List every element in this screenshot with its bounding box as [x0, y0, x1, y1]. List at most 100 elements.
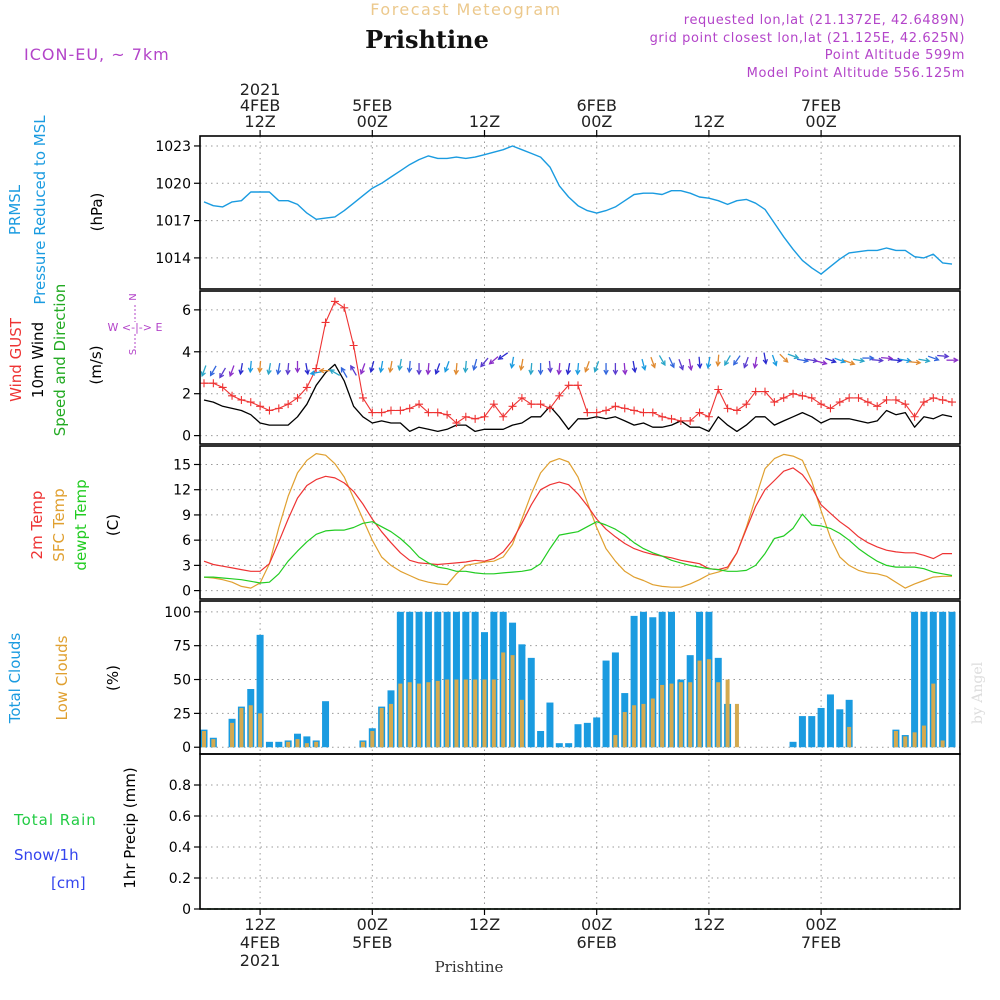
- arrow-head: [219, 372, 225, 379]
- arrow-shaft: [229, 365, 235, 377]
- low-cloud-bar: [482, 679, 487, 748]
- arrow-head: [831, 358, 837, 364]
- y-tick-label: 1023: [155, 139, 191, 155]
- wind-gust-marker: [891, 395, 900, 404]
- low-cloud-bar: [613, 735, 618, 748]
- low-cloud-bar: [389, 703, 393, 748]
- low-cloud-bar: [678, 682, 683, 748]
- wind-gust-marker: [209, 379, 218, 388]
- wind-direction-arrow: [247, 360, 254, 374]
- wind-gust-marker: [667, 414, 676, 423]
- arrow-shaft: [510, 356, 515, 368]
- arrow-shaft: [927, 355, 939, 361]
- arrow-head: [266, 369, 272, 376]
- arrow-head: [705, 363, 712, 370]
- arrow-head: [387, 367, 394, 374]
- wind-gust-marker: [555, 391, 564, 400]
- arrow-head: [434, 369, 440, 375]
- arrow-head: [397, 365, 403, 372]
- arrow-head: [378, 367, 385, 374]
- axis-title: Speed and Direction: [51, 284, 69, 437]
- wind-direction-arrow: [488, 356, 499, 365]
- wind-direction-arrow: [752, 356, 759, 370]
- low-cloud-bar: [912, 732, 917, 748]
- total-cloud-bar: [920, 611, 928, 748]
- wind-direction-arrow: [537, 363, 544, 376]
- wind-gust-marker: [274, 404, 283, 413]
- model-label: ICON-EU, ~ 7km: [24, 45, 170, 64]
- wind-direction-arrow: [733, 355, 741, 366]
- arrow-shaft: [408, 360, 411, 372]
- wind-gust-marker: [779, 393, 788, 402]
- arrow-head: [933, 356, 940, 362]
- arrow-shaft: [277, 363, 281, 375]
- wind-direction-arrow: [294, 360, 301, 374]
- arrow-head: [849, 360, 856, 366]
- low-cloud-bar: [370, 730, 375, 748]
- arrow-shaft: [389, 360, 393, 372]
- wind-gust-marker: [620, 404, 629, 413]
- wind-gust-marker: [293, 393, 302, 402]
- wind-gust-marker: [901, 400, 910, 409]
- time-label-bottom: 7FEB: [801, 933, 841, 952]
- arrow-shaft: [632, 360, 636, 372]
- wind-gust-marker: [405, 404, 414, 413]
- wind-direction-arrow: [425, 363, 431, 376]
- low-cloud-bar: [660, 684, 665, 748]
- arrow-shaft: [567, 363, 571, 375]
- time-label-top: 00Z: [805, 112, 836, 131]
- panel-frame: [199, 445, 961, 600]
- wind-gust-marker: [826, 404, 835, 413]
- axis-unit: (C): [104, 514, 122, 536]
- low-cloud-bar: [641, 703, 646, 748]
- low-cloud-bar: [417, 683, 422, 748]
- y-tick-label: 1014: [155, 251, 191, 267]
- arrow-head: [724, 360, 730, 367]
- wind-direction-arrow: [668, 357, 675, 369]
- axis-title: 2m Temp: [28, 491, 46, 560]
- wind-direction-arrow: [480, 357, 489, 368]
- time-label-top: 12Z: [244, 112, 275, 131]
- low-cloud-bar: [893, 730, 898, 748]
- arrow-head: [762, 359, 769, 365]
- wind-direction-arrow: [612, 363, 619, 376]
- wind-direction-arrow: [387, 360, 394, 374]
- total-cloud-bar: [911, 611, 919, 748]
- total-cloud-bar: [836, 709, 844, 748]
- wind-gust-marker: [256, 402, 265, 411]
- total-cloud-bar: [256, 634, 264, 748]
- low-cloud-bar: [716, 682, 721, 748]
- low-cloud-bar: [632, 705, 637, 748]
- low-cloud-bar: [669, 683, 674, 748]
- arrow-head: [743, 362, 749, 369]
- arrow-head: [200, 371, 206, 378]
- axis-unit: (%): [104, 665, 122, 691]
- y-tick-label: 15: [173, 457, 191, 473]
- axis-title: Low Clouds: [53, 635, 71, 720]
- total-cloud-bar: [415, 611, 423, 748]
- snow-label: Snow/1h: [14, 846, 79, 864]
- axis-unit: (hPa): [88, 193, 106, 232]
- wind-direction-arrow: [650, 356, 657, 369]
- total-cloud-bar: [406, 611, 414, 748]
- arrow-head: [406, 367, 413, 374]
- arrow-head: [584, 367, 590, 373]
- wind-gust-marker: [845, 393, 854, 402]
- wind-gust-marker: [611, 402, 620, 411]
- point-altitude: Point Altitude 599m: [825, 48, 965, 63]
- arrow-head: [593, 367, 599, 373]
- y-tick-label: 6: [182, 303, 191, 319]
- arrow-shaft: [688, 358, 692, 370]
- panels: 1014101710201023024603691215025507510000…: [155, 130, 961, 918]
- arrow-shaft: [623, 363, 626, 375]
- panel-frame: [199, 753, 961, 910]
- compass-legend: N W <-|-> E S: [108, 293, 163, 355]
- arrow-head: [318, 367, 325, 374]
- low-cloud-bar: [688, 682, 693, 748]
- arrow-shaft: [380, 360, 384, 372]
- arrow-shaft: [834, 357, 846, 363]
- arrow-shaft: [743, 356, 749, 368]
- wind-direction-arrow: [309, 370, 322, 376]
- arrow-head: [575, 369, 581, 376]
- y-tick-label: 3: [182, 558, 191, 574]
